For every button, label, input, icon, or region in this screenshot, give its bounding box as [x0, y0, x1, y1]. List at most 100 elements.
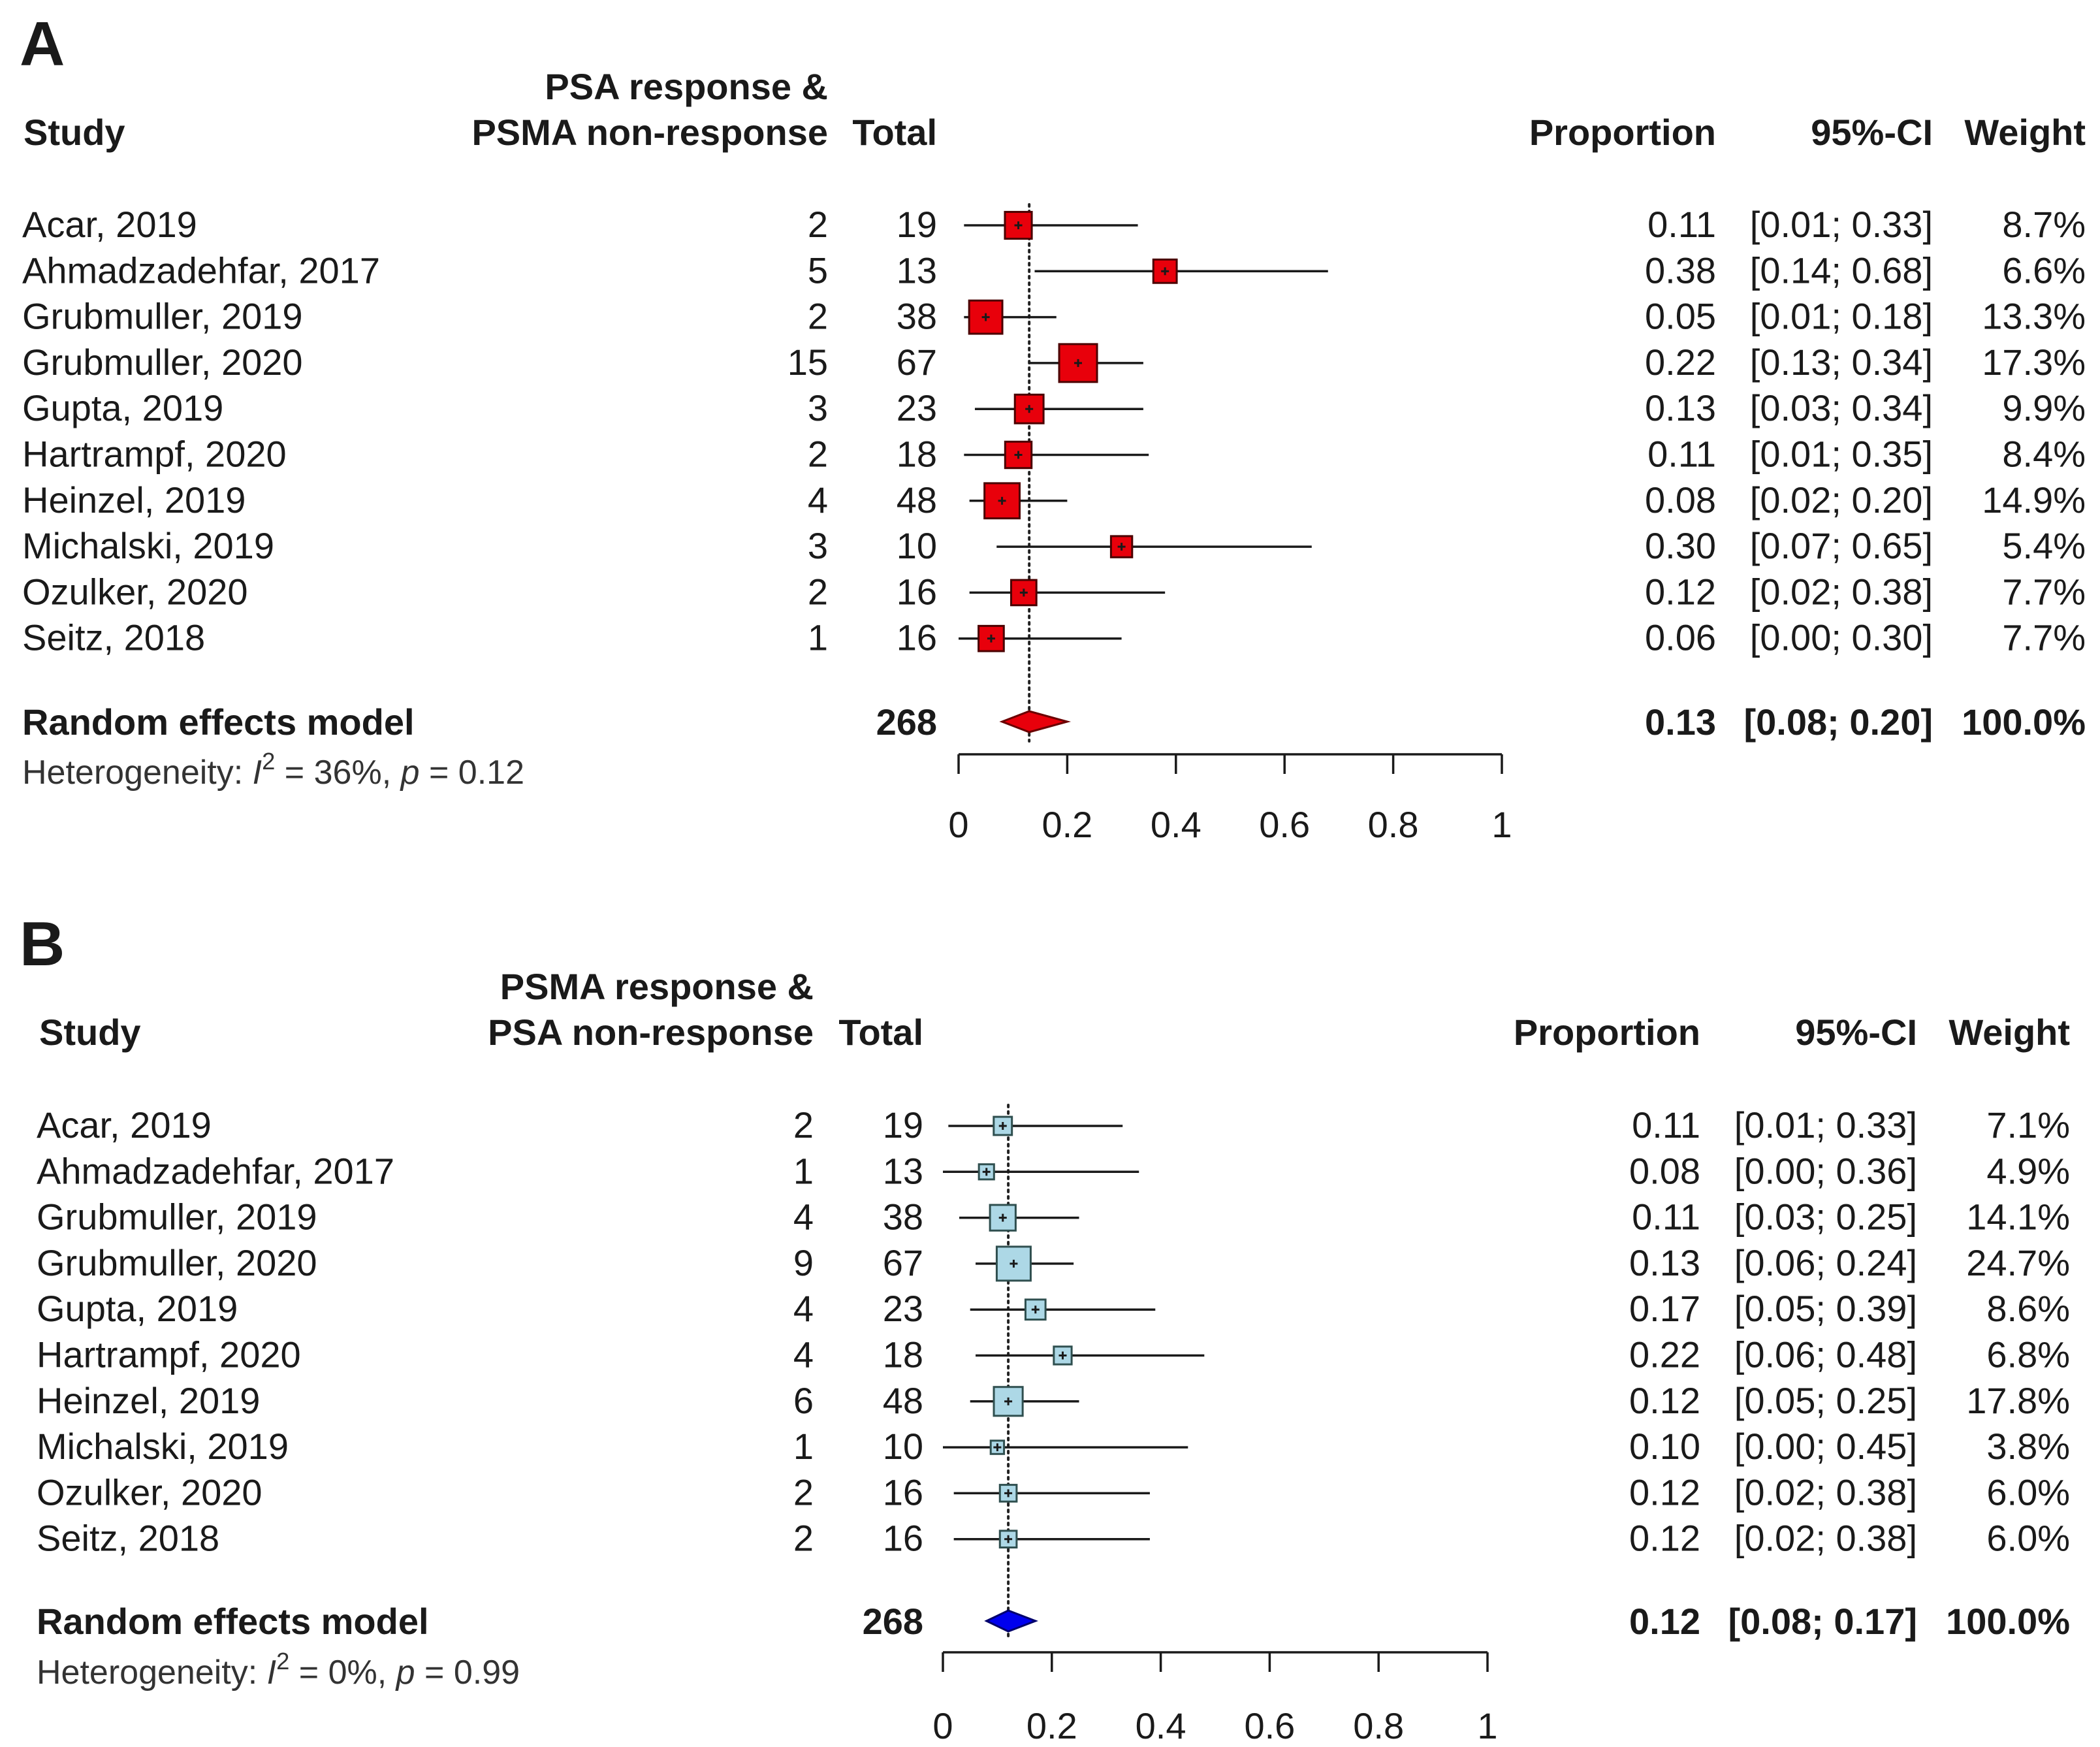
x-tick-label: 0.8	[1353, 1705, 1404, 1746]
study-proportion: 0.06	[1645, 617, 1716, 658]
summary-label: Random effects model	[22, 701, 415, 743]
study-events: 2	[808, 296, 828, 337]
x-tick-label: 0.2	[1042, 804, 1092, 845]
study-name: Hartrampf, 2020	[22, 434, 287, 475]
study-total: 16	[897, 617, 937, 658]
study-weight: 17.3%	[1982, 342, 2086, 383]
study-weight: 14.9%	[1982, 479, 2086, 521]
header-ci: 95%-CI	[1795, 1012, 1917, 1053]
study-proportion: 0.08	[1629, 1150, 1700, 1191]
study-ci: [0.00; 0.30]	[1750, 617, 1933, 658]
x-tick-label: 0.4	[1136, 1705, 1186, 1746]
study-name: Hartrampf, 2020	[37, 1334, 301, 1375]
study-name: Michalski, 2019	[37, 1426, 289, 1467]
panel-label: A	[20, 9, 65, 79]
study-events: 9	[793, 1242, 814, 1283]
study-ci: [0.01; 0.33]	[1750, 204, 1933, 245]
header-ci: 95%-CI	[1811, 112, 1933, 153]
study-events: 1	[793, 1150, 814, 1191]
summary-label: Random effects model	[37, 1601, 429, 1642]
header-total: Total	[852, 112, 937, 153]
study-events: 2	[808, 571, 828, 612]
study-total: 13	[883, 1150, 923, 1191]
study-total: 48	[883, 1380, 923, 1421]
study-name: Grubmuller, 2019	[22, 296, 303, 337]
study-ci: [0.14; 0.68]	[1750, 249, 1933, 291]
study-total: 38	[897, 296, 937, 337]
study-events: 2	[808, 434, 828, 475]
header-events-line2: PSMA non-response	[471, 112, 828, 153]
study-weight: 7.1%	[1986, 1104, 2070, 1146]
study-name: Michalski, 2019	[22, 525, 274, 566]
study-total: 67	[883, 1242, 923, 1283]
study-events: 15	[788, 342, 828, 383]
study-weight: 17.8%	[1966, 1380, 2070, 1421]
study-total: 38	[883, 1196, 923, 1238]
study-events: 5	[808, 249, 828, 291]
summary-proportion: 0.13	[1645, 701, 1716, 743]
study-proportion: 0.12	[1629, 1518, 1700, 1559]
study-name: Grubmuller, 2020	[37, 1242, 317, 1283]
summary-proportion: 0.12	[1629, 1601, 1700, 1642]
header-events-line1: PSMA response &	[500, 966, 814, 1007]
x-tick-label: 0.8	[1368, 804, 1419, 845]
x-tick-label: 1	[1477, 1705, 1497, 1746]
study-events: 3	[808, 525, 828, 566]
study-proportion: 0.38	[1645, 249, 1716, 291]
study-events: 2	[808, 204, 828, 245]
study-total: 13	[897, 249, 937, 291]
study-ci: [0.02; 0.20]	[1750, 479, 1933, 521]
summary-total: 268	[876, 701, 937, 743]
study-proportion: 0.11	[1632, 1196, 1700, 1238]
study-proportion: 0.13	[1645, 387, 1716, 428]
study-ci: [0.07; 0.65]	[1750, 525, 1933, 566]
study-ci: [0.03; 0.25]	[1734, 1196, 1917, 1238]
heterogeneity-sup: 2	[262, 748, 275, 775]
study-proportion: 0.11	[1647, 204, 1716, 245]
heterogeneity-prefix: Heterogeneity:	[37, 1654, 267, 1691]
study-weight: 6.0%	[1986, 1471, 2070, 1513]
study-total: 18	[897, 434, 937, 475]
study-weight: 7.7%	[2002, 571, 2086, 612]
x-tick-label: 0	[948, 804, 968, 845]
heterogeneity-p-text: = 0.12	[420, 754, 524, 792]
study-name: Grubmuller, 2019	[37, 1196, 317, 1238]
study-weight: 3.8%	[1986, 1426, 2070, 1467]
heterogeneity-text: Heterogeneity: I2 = 36%, p = 0.12	[22, 748, 524, 792]
study-weight: 6.8%	[1986, 1334, 2070, 1375]
study-proportion: 0.05	[1645, 296, 1716, 337]
panel-label: B	[20, 909, 65, 979]
study-ci: [0.03; 0.34]	[1750, 387, 1933, 428]
header-weight: Weight	[1964, 112, 2086, 153]
study-ci: [0.06; 0.48]	[1734, 1334, 1917, 1375]
heterogeneity-i2-text: = 36%,	[275, 754, 400, 792]
heterogeneity-i2-text: = 0%,	[289, 1654, 396, 1691]
x-tick-label: 0	[932, 1705, 953, 1746]
heterogeneity-i-symbol: I	[253, 754, 262, 792]
study-events: 4	[793, 1196, 814, 1238]
study-events: 2	[793, 1518, 814, 1559]
summary-weight: 100.0%	[1946, 1601, 2070, 1642]
study-events: 2	[793, 1104, 814, 1146]
header-weight: Weight	[1949, 1012, 2070, 1053]
heterogeneity-p-symbol: p	[395, 1654, 415, 1691]
summary-diamond	[984, 1609, 1038, 1633]
x-tick-label: 1	[1491, 804, 1512, 845]
study-events: 3	[808, 387, 828, 428]
study-ci: [0.05; 0.39]	[1734, 1288, 1917, 1329]
study-name: Ahmadzadehfar, 2017	[37, 1150, 394, 1191]
study-name: Acar, 2019	[37, 1104, 212, 1146]
study-name: Gupta, 2019	[37, 1288, 238, 1329]
x-tick-label: 0.6	[1259, 804, 1310, 845]
study-ci: [0.00; 0.36]	[1734, 1150, 1917, 1191]
study-proportion: 0.10	[1629, 1426, 1700, 1467]
study-weight: 8.7%	[2002, 204, 2086, 245]
forest-panel-b: B Study PSMA response & PSA non-response Tot…	[20, 909, 2070, 1746]
study-name: Ozulker, 2020	[37, 1471, 262, 1513]
study-proportion: 0.11	[1647, 434, 1716, 475]
study-name: Acar, 2019	[22, 204, 197, 245]
study-ci: [0.01; 0.35]	[1750, 434, 1933, 475]
study-total: 23	[897, 387, 937, 428]
study-events: 2	[793, 1471, 814, 1513]
study-weight: 8.4%	[2002, 434, 2086, 475]
